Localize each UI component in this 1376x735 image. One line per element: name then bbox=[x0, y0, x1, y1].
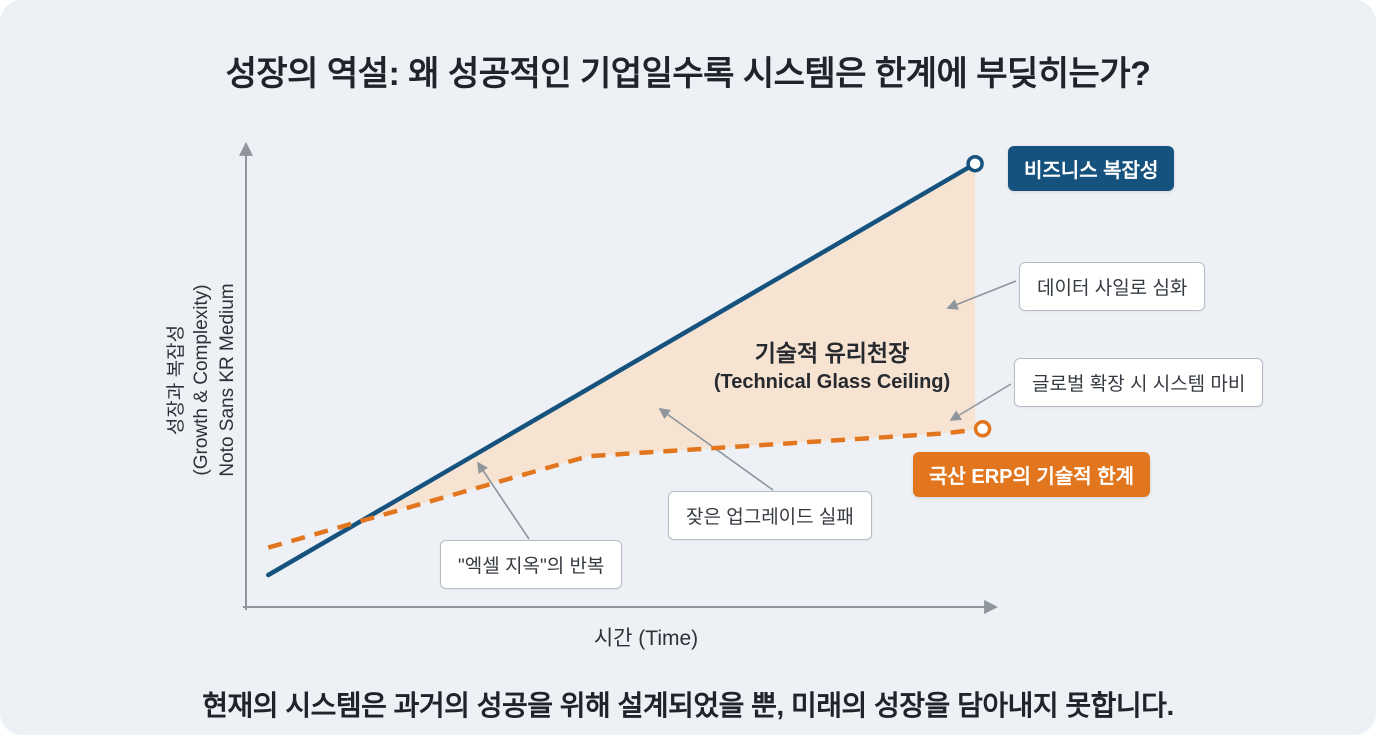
leader-excel-arrow bbox=[477, 461, 530, 540]
leader-global-arrow bbox=[949, 383, 1012, 421]
callout-global-expansion: 글로벌 확장 시 시스템 마비 bbox=[1014, 358, 1264, 407]
business-complexity-line bbox=[266, 161, 978, 578]
callout-excel-hell: "엑셀 지옥"의 반복 bbox=[440, 540, 623, 589]
x-axis-label: 시간 (Time) bbox=[593, 627, 699, 650]
footer-message: 현재의 시스템은 과거의 성공을 위해 설계되었을 뿐, 미래의 성장을 담아내… bbox=[202, 690, 1174, 721]
page-title: 성장의 역설: 왜 성공적인 기업일수록 시스템은 한계에 부딪히는가? bbox=[225, 55, 1151, 93]
glass-ceiling-label: 기술적 유리천장 (Technical Glass Ceiling) bbox=[672, 334, 992, 394]
callout-data-silo: 데이터 사일로 심화 bbox=[1019, 262, 1206, 311]
glass-ceiling-label-english: (Technical Glass Ceiling) bbox=[713, 371, 951, 393]
leader-data-silo-arrow bbox=[946, 280, 1017, 310]
callout-upgrade-failure: 잦은 업그레이드 실패 bbox=[668, 491, 872, 540]
business-line-endpoint-marker bbox=[966, 154, 984, 173]
y-axis-label-line-3: Noto Sans KR Medium bbox=[216, 283, 238, 477]
erp-limit-badge: 국산 ERP의 기술적 한계 bbox=[913, 452, 1150, 497]
business-complexity-badge: 비즈니스 복잡성 bbox=[1008, 146, 1175, 191]
erp-line-endpoint-marker bbox=[973, 420, 992, 438]
technical-glass-ceiling-area bbox=[362, 163, 976, 521]
y-axis-label-line-2: (Growth & Complexity) bbox=[191, 284, 213, 476]
glass-ceiling-label-korean: 기술적 유리천장 bbox=[754, 340, 910, 366]
y-axis-label: 성장과 복잡성 (Growth & Complexity) Noto Sans … bbox=[163, 230, 241, 530]
y-axis-label-line-1: 성장과 복잡성 bbox=[165, 324, 187, 436]
erp-limit-line bbox=[267, 426, 983, 550]
